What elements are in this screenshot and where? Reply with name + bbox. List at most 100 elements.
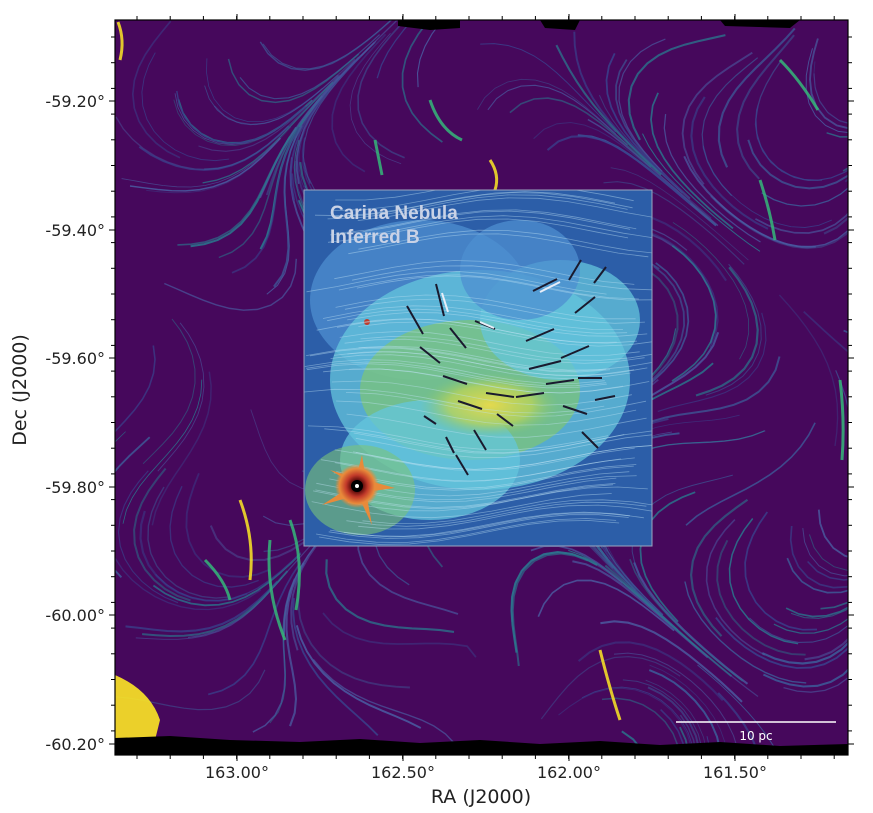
- highlight-streak: [373, 139, 384, 176]
- streamline: [610, 167, 749, 261]
- streamline: [540, 655, 681, 720]
- inset-streamline: [333, 351, 635, 377]
- highlight-streak: [267, 539, 287, 641]
- streamline: [322, 612, 477, 658]
- inset-streamline: [311, 493, 612, 519]
- streamline: [804, 637, 848, 661]
- streamline: [273, 124, 303, 288]
- streamline: [705, 519, 766, 656]
- streamline: [533, 121, 676, 191]
- masked-edge-bottom: [115, 736, 848, 755]
- inset-streamline: [333, 465, 634, 491]
- intensity-peak: [420, 373, 560, 437]
- inset-streamline: [327, 194, 628, 220]
- inset-streamline: [324, 428, 625, 454]
- streamline: [701, 57, 759, 197]
- vector: [435, 283, 445, 317]
- highlight-streak: [116, 21, 124, 61]
- inset-streamline: [328, 514, 629, 539]
- streamline: [754, 59, 823, 182]
- inset-streamline: [336, 209, 637, 234]
- highlight-corner: [115, 675, 160, 740]
- streamline: [147, 486, 230, 599]
- streamline: [117, 470, 179, 604]
- streamline: [803, 310, 848, 353]
- inset-streamline: [345, 392, 647, 417]
- y-tick-label: -59.80°: [45, 478, 105, 497]
- inset-streamline: [322, 305, 624, 330]
- streamline: [648, 669, 722, 755]
- streamline: [685, 422, 816, 526]
- inset-streamline: [347, 486, 648, 512]
- vector: [593, 266, 607, 284]
- streamline: [618, 38, 666, 172]
- inset-streamline: [323, 368, 624, 394]
- streamline: [728, 518, 799, 645]
- vector: [442, 375, 468, 385]
- vector: [539, 281, 561, 293]
- streamline: [755, 105, 848, 181]
- inset-streamline: [339, 330, 640, 356]
- vector: [441, 292, 449, 313]
- streamline: [231, 126, 301, 274]
- highlight-streak: [238, 499, 253, 581]
- streamline: [218, 118, 305, 259]
- inset-streamline: [335, 190, 439, 201]
- streamline: [169, 485, 259, 588]
- x-tick-label: 161.50°: [703, 763, 767, 782]
- inset-streamline: [334, 260, 635, 285]
- streamline: [817, 509, 848, 558]
- streamline: [131, 20, 181, 159]
- streamline: [177, 136, 291, 246]
- inset-streamline: [353, 215, 652, 239]
- streamline: [510, 551, 598, 653]
- inset-streamline: [336, 475, 637, 501]
- highlight-streak: [428, 99, 463, 142]
- streamline: [312, 658, 456, 745]
- carina-inset: Carina Nebula Inferred B: [303, 189, 653, 547]
- vector: [545, 379, 575, 385]
- streamline: [783, 676, 848, 693]
- inset-streamline: [356, 275, 652, 301]
- streamline: [115, 558, 262, 611]
- inset-title-line2: Inferred B: [330, 227, 420, 248]
- streamline: [133, 467, 191, 602]
- y-tick-label: -59.20°: [45, 92, 105, 111]
- inset-streamline: [358, 321, 652, 347]
- vector: [574, 296, 596, 314]
- inset-streamline: [327, 308, 628, 334]
- inset-streamline: [309, 347, 611, 373]
- inset-streamline: [319, 520, 620, 545]
- streamline: [747, 139, 848, 190]
- highlight-streak: [838, 379, 845, 461]
- streamline: [672, 222, 750, 360]
- streamline: [773, 618, 848, 634]
- vector: [419, 346, 441, 364]
- streamline: [716, 539, 806, 656]
- streamline: [790, 608, 848, 619]
- inset-streamline: [306, 270, 607, 295]
- streamline: [157, 322, 205, 472]
- streamline: [695, 266, 759, 397]
- streamline: [357, 24, 405, 159]
- streamline: [642, 133, 761, 252]
- streamline: [129, 137, 282, 192]
- streamline: [650, 92, 734, 230]
- intensity-blob: [460, 220, 580, 320]
- streamline: [213, 58, 356, 126]
- streamline: [715, 617, 848, 669]
- streamline: [202, 81, 334, 184]
- y-tick-labels: -59.20° -59.40° -59.60° -59.80° -60.00° …: [45, 92, 105, 754]
- highlight-streak: [488, 159, 499, 191]
- streamline: [601, 697, 681, 755]
- streamline: [649, 664, 728, 755]
- streamline: [786, 557, 848, 594]
- streamline: [645, 679, 707, 755]
- streamline: [736, 34, 795, 180]
- streamline: [684, 581, 807, 684]
- vector: [457, 400, 483, 410]
- streamline: [683, 155, 816, 248]
- streamline: [744, 511, 818, 631]
- x-tick-label: 163.00°: [205, 763, 269, 782]
